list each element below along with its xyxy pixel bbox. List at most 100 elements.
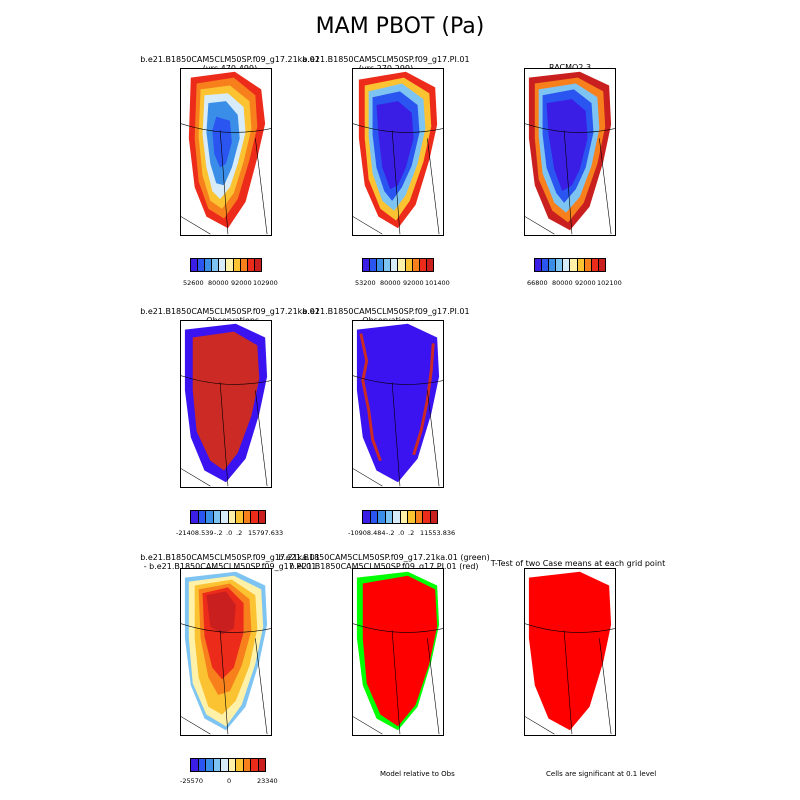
greenland-ttest	[525, 571, 615, 735]
cbar-label-r3c1-1: 0	[227, 777, 232, 785]
colorbar-swatch	[426, 259, 433, 271]
cbar-label-r2c2-0: -10908.484	[348, 529, 386, 537]
cbar-label-r1c1-3: 102900	[253, 279, 278, 287]
colorbar-swatch	[228, 759, 236, 771]
colorbar-swatch	[236, 511, 244, 523]
panel-title-r3c3: T-Test of two Case means at each grid po…	[490, 559, 666, 568]
colorbar-swatch	[191, 259, 199, 271]
colorbar-swatch	[243, 759, 251, 771]
panel-title-r3c2: b.e21.B1850CAM5CLM50SP.f09_g17.21ka.01 (…	[278, 553, 490, 571]
cbar-label-r2c1-0: -21408.539	[176, 529, 214, 537]
colorbar-swatch	[247, 259, 255, 271]
colorbar-r3c1	[190, 758, 266, 772]
colorbar-swatch	[577, 259, 585, 271]
colorbar-r2c2	[362, 510, 438, 524]
colorbar-r1c2	[362, 258, 434, 272]
map-r3c3	[524, 568, 616, 736]
figure-title: MAM PBOT (Pa)	[315, 14, 485, 39]
greenland-map-racmo	[525, 71, 615, 235]
colorbar-swatch	[430, 511, 437, 523]
colorbar-swatch	[423, 511, 431, 523]
colorbar-swatch	[391, 259, 399, 271]
colorbar-swatch	[542, 259, 550, 271]
colorbar-swatch	[408, 511, 416, 523]
cbar-label-r1c2-1: 80000	[380, 279, 401, 287]
colorbar-swatch	[221, 511, 229, 523]
colorbar-swatch	[400, 511, 408, 523]
cbar-label-r2c1-3: .2	[236, 529, 243, 537]
colorbar-swatch	[236, 759, 244, 771]
colorbar-swatch	[206, 511, 214, 523]
colorbar-swatch	[370, 259, 378, 271]
colorbar-swatch	[385, 511, 393, 523]
colorbar-swatch	[254, 259, 261, 271]
greenland-model-vs-obs	[353, 571, 443, 735]
colorbar-swatch	[213, 511, 221, 523]
colorbar-swatch	[398, 259, 406, 271]
colorbar-swatch	[206, 759, 214, 771]
colorbar-swatch	[219, 259, 227, 271]
colorbar-swatch	[570, 259, 578, 271]
greenland-map-21ka	[181, 71, 271, 235]
cbar-label-r1c1-2: 92000	[231, 279, 252, 287]
colorbar-r2c1	[190, 510, 266, 524]
map-r3c1	[180, 568, 272, 736]
cbar-label-r3c1-2: 23340	[257, 777, 278, 785]
colorbar-swatch	[384, 259, 392, 271]
colorbar-swatch	[251, 759, 259, 771]
colorbar-swatch	[378, 511, 386, 523]
colorbar-swatch	[243, 511, 251, 523]
colorbar-swatch	[198, 259, 206, 271]
colorbar-swatch	[226, 259, 234, 271]
colorbar-swatch	[549, 259, 557, 271]
cbar-label-r1c3-2: 92000	[575, 279, 596, 287]
cbar-label-r1c1-0: 52600	[183, 279, 204, 287]
colorbar-swatch	[591, 259, 599, 271]
colorbar-swatch	[251, 511, 259, 523]
colorbar-swatch	[240, 259, 248, 271]
map-r2c1	[180, 320, 272, 488]
cbar-label-r2c2-3: .2	[408, 529, 415, 537]
colorbar-swatch	[419, 259, 427, 271]
map-r1c3	[524, 68, 616, 236]
map-r1c1	[180, 68, 272, 236]
colorbar-swatch	[363, 511, 371, 523]
note-significance: Cells are significant at 0.1 level	[546, 770, 657, 778]
colorbar-swatch	[415, 511, 423, 523]
cbar-label-r2c1-2: .0	[226, 529, 233, 537]
colorbar-r1c1	[190, 258, 262, 272]
colorbar-swatch	[198, 511, 206, 523]
cbar-label-r1c3-1: 80000	[552, 279, 573, 287]
map-r2c2	[352, 320, 444, 488]
greenland-map-pi	[353, 71, 443, 235]
cbar-label-r1c3-0: 66800	[527, 279, 548, 287]
greenland-diff-pi-obs	[353, 323, 443, 487]
greenland-diff-21ka-pi	[181, 571, 271, 735]
cbar-label-r2c2-1: -.2	[386, 529, 395, 537]
cbar-label-r1c2-0: 53200	[355, 279, 376, 287]
greenland-diff-21ka-obs	[181, 323, 271, 487]
note-model-relative: Model relative to Obs	[380, 770, 455, 778]
colorbar-swatch	[221, 759, 229, 771]
colorbar-swatch	[393, 511, 401, 523]
colorbar-r1c3	[534, 258, 606, 272]
colorbar-swatch	[233, 259, 241, 271]
cbar-label-r2c2-4: 11553.836	[420, 529, 456, 537]
colorbar-swatch	[412, 259, 420, 271]
colorbar-swatch	[363, 259, 371, 271]
colorbar-swatch	[228, 511, 236, 523]
colorbar-swatch	[258, 511, 265, 523]
cbar-label-r1c2-3: 101400	[425, 279, 450, 287]
colorbar-swatch	[191, 759, 199, 771]
cbar-label-r1c1-1: 80000	[208, 279, 229, 287]
map-r3c2	[352, 568, 444, 736]
colorbar-swatch	[212, 259, 220, 271]
colorbar-swatch	[213, 759, 221, 771]
cbar-label-r2c1-4: 15797.633	[248, 529, 284, 537]
colorbar-swatch	[198, 759, 206, 771]
colorbar-swatch	[598, 259, 605, 271]
map-r1c2	[352, 68, 444, 236]
colorbar-swatch	[584, 259, 592, 271]
colorbar-swatch	[377, 259, 385, 271]
panel-title-r3c1: b.e21.B1850CAM5CLM50SP.f09_g17.21ka.01- …	[140, 553, 320, 571]
